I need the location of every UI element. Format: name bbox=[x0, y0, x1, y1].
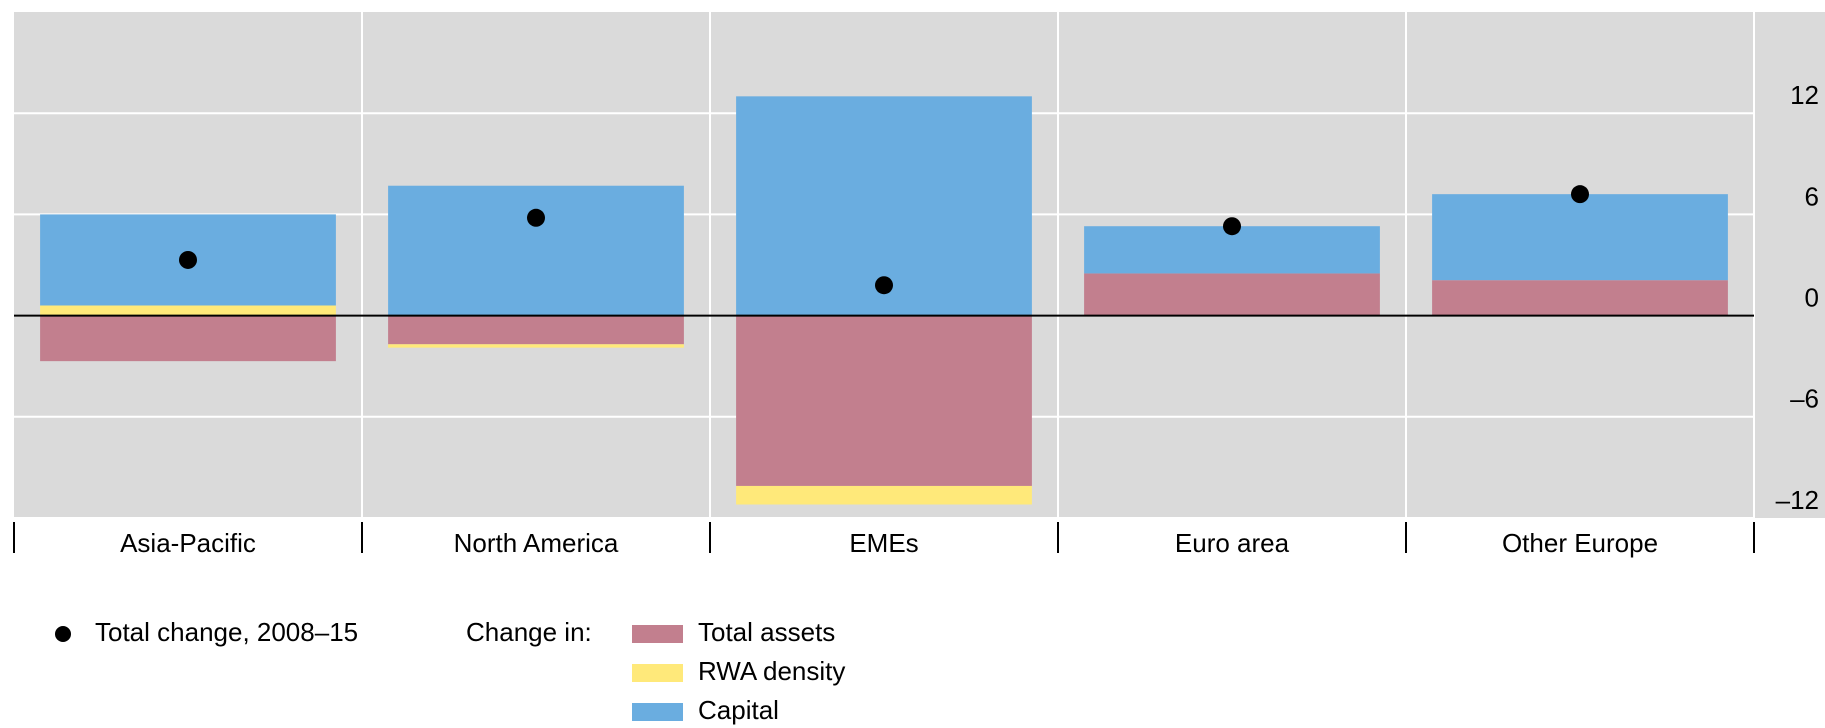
legend-entry: Total change, 2008–15 bbox=[95, 617, 358, 647]
x-tick-label: EMEs bbox=[849, 528, 918, 558]
bar-segment bbox=[1084, 273, 1380, 316]
total-dot bbox=[179, 250, 197, 269]
x-tick-label: Asia-Pacific bbox=[120, 528, 256, 558]
x-tick-label: Euro area bbox=[1175, 528, 1290, 558]
total-dot bbox=[527, 208, 545, 227]
x-tick-label: North America bbox=[454, 528, 619, 558]
bar-segment bbox=[736, 485, 1032, 505]
legend-entry: RWA density bbox=[698, 656, 845, 686]
legend-swatch bbox=[632, 625, 683, 643]
legend-entry: Capital bbox=[698, 695, 779, 725]
bar-segment bbox=[1432, 280, 1728, 316]
legend-entry: Total assets bbox=[698, 617, 835, 647]
bar-segment bbox=[1432, 194, 1728, 281]
bar-segment bbox=[388, 315, 684, 345]
y-tick-label: –6 bbox=[1790, 384, 1819, 414]
total-dot bbox=[1571, 185, 1589, 204]
bar-segment bbox=[388, 185, 684, 316]
legend-label: Change in: bbox=[466, 617, 592, 647]
y-tick-label: 0 bbox=[1805, 282, 1819, 312]
bar-segment bbox=[40, 315, 336, 362]
legend-swatch bbox=[632, 664, 683, 682]
bar-segment bbox=[736, 315, 1032, 486]
y-tick-label: 12 bbox=[1790, 80, 1819, 110]
y-tick-label: –12 bbox=[1776, 485, 1819, 515]
total-dot bbox=[875, 276, 893, 295]
x-tick-label: Other Europe bbox=[1502, 528, 1658, 558]
y-tick-label: 6 bbox=[1805, 181, 1819, 211]
bar-segment bbox=[388, 344, 684, 348]
total-dot bbox=[1223, 217, 1241, 236]
bar-segment bbox=[40, 305, 336, 316]
legend-swatch bbox=[632, 703, 683, 721]
legend-marker bbox=[55, 626, 71, 642]
